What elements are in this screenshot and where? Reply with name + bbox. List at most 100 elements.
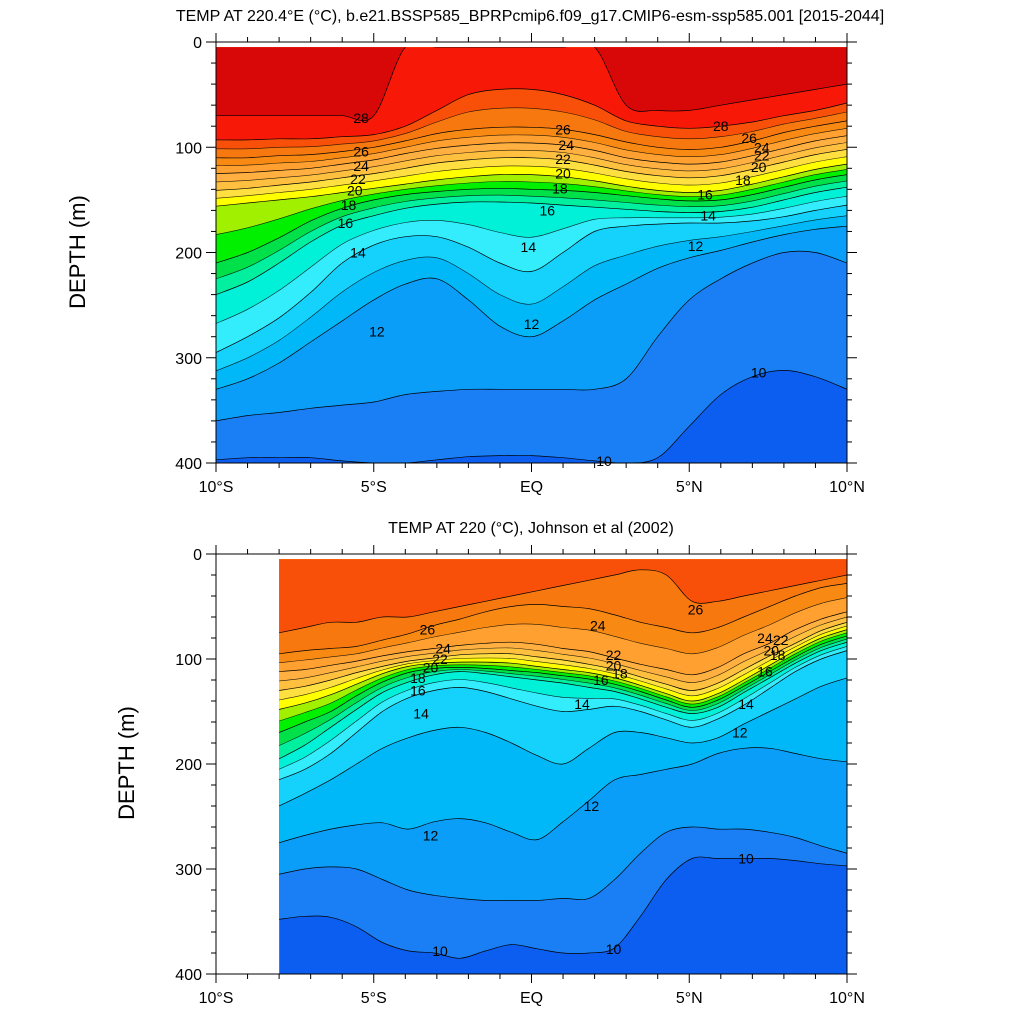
isotherm-11: [279, 826, 848, 902]
contour-label: 20: [423, 659, 439, 675]
isotherm-10: [216, 370, 847, 463]
contour-label: 28: [353, 110, 369, 126]
contour-label: 22: [350, 171, 366, 187]
isotherm-16: [279, 641, 848, 760]
contour-lines: [279, 569, 848, 959]
contour-label: 10: [606, 941, 622, 957]
contour-label: 18: [410, 670, 426, 686]
x-tick-label: 10°S: [199, 990, 234, 1007]
y-axis-label-top: DEPTH (m): [65, 195, 90, 309]
isotherm-29: [216, 47, 847, 122]
contour-label: 16: [338, 215, 354, 231]
contour-label: 12: [584, 798, 600, 814]
y-tick-label: 200: [175, 757, 202, 774]
y-tick-label: 300: [175, 862, 202, 879]
y-tick-label: 400: [175, 967, 202, 984]
contour-fills: [279, 559, 848, 974]
isotherm-11: [216, 250, 847, 422]
contour-label: 26: [741, 130, 757, 146]
y-tick-label: 0: [193, 547, 202, 564]
contour-label: 16: [697, 187, 713, 203]
isotherm-20: [216, 163, 847, 207]
contour-label: 28: [713, 118, 729, 134]
isotherm-24: [216, 135, 847, 174]
y-tick-label: 300: [175, 351, 202, 368]
isotherm-19: [279, 632, 848, 722]
contour-label: 10: [738, 851, 754, 867]
contour-label: 22: [754, 148, 770, 164]
isotherm-13: [279, 677, 848, 807]
isotherm-17: [279, 638, 848, 746]
panel-title-top: TEMP AT 220.4°E (°C), b.e21.BSSP585_BPRP…: [176, 8, 884, 25]
panel-top: TEMP AT 220.4°E (°C), b.e21.BSSP585_BPRP…: [65, 8, 884, 496]
isotherm-15: [216, 195, 847, 324]
x-tick-label: EQ: [520, 990, 543, 1007]
x-tick-label: 5°N: [676, 479, 703, 496]
contour-label: 20: [763, 643, 779, 659]
contour-label: 26: [353, 143, 369, 159]
isotherm-23: [279, 616, 848, 683]
contour-label: 16: [757, 664, 773, 680]
y-tick-label: 100: [175, 652, 202, 669]
isotherm-22: [279, 621, 848, 691]
isotherm-25: [279, 597, 848, 663]
contour-label: 14: [521, 239, 537, 255]
isotherm-28: [216, 88, 847, 141]
isotherm-22: [216, 149, 847, 191]
isotherm-14: [216, 204, 847, 353]
isotherm-26: [216, 120, 847, 159]
y-tick-label: 0: [193, 35, 202, 52]
isotherm-21: [279, 625, 848, 701]
contour-label: 10: [432, 943, 448, 959]
contour-label: 12: [423, 827, 439, 843]
x-tick-label: 5°N: [676, 990, 703, 1007]
y-tick-label: 400: [175, 456, 202, 473]
x-tick-label: 10°N: [829, 479, 865, 496]
contour-label: 14: [574, 696, 590, 712]
contour-label: 26: [420, 622, 436, 638]
contour-label: 20: [347, 182, 363, 198]
x-tick-label: 10°S: [199, 479, 234, 496]
isotherm-23: [216, 142, 847, 183]
contour-label: 18: [552, 180, 568, 196]
isotherm-16: [216, 186, 847, 295]
isotherm-26: [279, 583, 848, 655]
isotherm-15: [279, 646, 848, 770]
isotherm-17: [216, 180, 847, 280]
contour-label: 24: [435, 641, 451, 657]
isotherm-12: [216, 225, 847, 390]
contour-lines: [216, 47, 847, 463]
isotherm-13: [216, 215, 847, 372]
contour-label: 24: [353, 158, 369, 174]
x-tick-label: 5°S: [361, 990, 387, 1007]
isotherm-25: [216, 128, 847, 166]
isotherm-24: [279, 611, 848, 676]
contour-label: 22: [773, 632, 789, 648]
contour-label: 26: [555, 121, 571, 137]
contour-label: 16: [593, 672, 609, 688]
contour-label: 14: [738, 696, 754, 712]
contour-label: 22: [555, 151, 571, 167]
contour-label: 24: [757, 630, 773, 646]
contour-fills: [216, 47, 847, 463]
isotherm-18: [279, 635, 848, 733]
contour-label: 12: [732, 725, 748, 741]
contour-label: 12: [369, 323, 385, 339]
contour-label: 24: [558, 137, 574, 153]
x-tick-label: EQ: [520, 479, 543, 496]
x-tick-label: 5°S: [361, 479, 387, 496]
contour-label: 24: [590, 617, 606, 633]
contour-label: 12: [688, 238, 704, 254]
contour-label: 12: [524, 316, 540, 332]
contour-label: 10: [751, 364, 767, 380]
contour-label: 14: [350, 245, 366, 261]
y-axis-label-bottom: DEPTH (m): [114, 706, 139, 820]
isotherm-18: [216, 174, 847, 264]
contour-label: 26: [688, 602, 704, 618]
panel-title-bottom: TEMP AT 220 (°C), Johnson et al (2002): [388, 520, 674, 537]
contour-label: 14: [700, 208, 716, 224]
isotherm-27: [216, 107, 847, 150]
contour-label: 14: [413, 706, 429, 722]
contour-label: 20: [751, 159, 767, 175]
y-tick-label: 200: [175, 246, 202, 263]
